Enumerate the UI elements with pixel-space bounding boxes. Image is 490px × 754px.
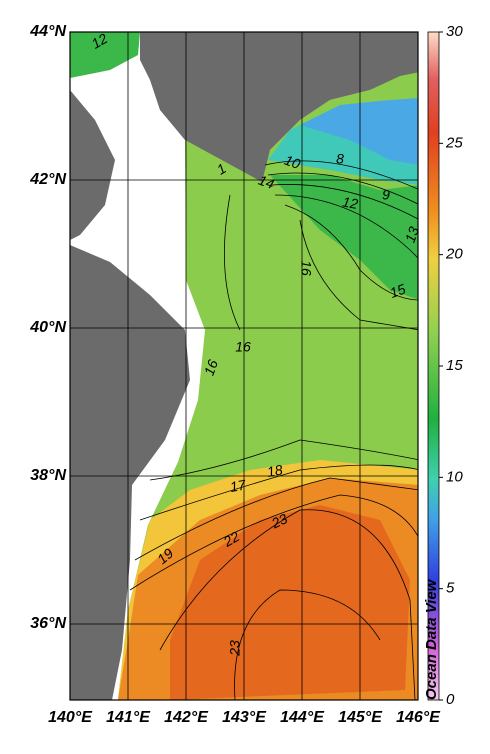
lon-tick-label: 145°E <box>338 709 383 726</box>
lon-tick-label: 143°E <box>222 709 267 726</box>
contour-label: 16 <box>235 339 251 355</box>
contour-label: 23 <box>268 510 290 532</box>
sea-coldest <box>300 98 418 165</box>
colorbar-tick-label: 20 <box>445 246 463 263</box>
lat-tick-label: 42°N <box>29 171 66 188</box>
lat-tick-label: 44°N <box>29 23 66 40</box>
land-honshu <box>70 245 190 700</box>
sea-cold-green <box>270 175 418 300</box>
contour-label: 12 <box>341 193 359 211</box>
credit: Ocean Data View <box>423 578 440 700</box>
contour-label: 14 <box>256 172 276 192</box>
land-hokkaido <box>140 32 418 182</box>
contour-label: 17 <box>229 476 248 495</box>
land-oshima <box>70 90 115 240</box>
colorbar-tick-label: 0 <box>446 691 455 708</box>
contour-label: 22 <box>220 528 243 550</box>
contour-label: 23 <box>227 640 243 657</box>
lon-tick-label: 144°E <box>280 709 325 726</box>
sea-core <box>170 505 410 700</box>
colorbar-tick-label: 30 <box>446 23 463 40</box>
lat-tick-label: 36°N <box>30 615 66 632</box>
map-area <box>70 32 418 700</box>
contour-label: 10 <box>282 152 302 172</box>
lat-tick-label: 40°N <box>29 319 66 336</box>
lon-tick-label: 141°E <box>106 709 151 726</box>
contour-label: 12 <box>89 30 111 52</box>
contour-label: 18 <box>266 461 284 479</box>
contour-label: 9 <box>382 187 390 203</box>
colorbar-tick-label: 25 <box>445 134 463 151</box>
map-frame <box>69 31 419 701</box>
contour-label: 16 <box>298 260 314 276</box>
contour-label: 8 <box>336 151 344 167</box>
sea-nw <box>70 32 140 78</box>
lon-tick-label: 146°E <box>396 709 441 726</box>
lat-tick-label: 38°N <box>30 467 66 484</box>
colorbar-tick-label: 15 <box>446 357 463 374</box>
contours <box>129 160 418 700</box>
colorbar-tick-label: 5 <box>446 580 455 597</box>
lon-tick-label: 140°E <box>48 709 93 726</box>
contour-label: 13 <box>402 224 422 244</box>
contour-label: 15 <box>388 281 408 301</box>
colorbar-tick-label: 10 <box>446 468 463 485</box>
contour-label: 16 <box>201 357 221 377</box>
lon-tick-label: 142°E <box>164 709 209 726</box>
